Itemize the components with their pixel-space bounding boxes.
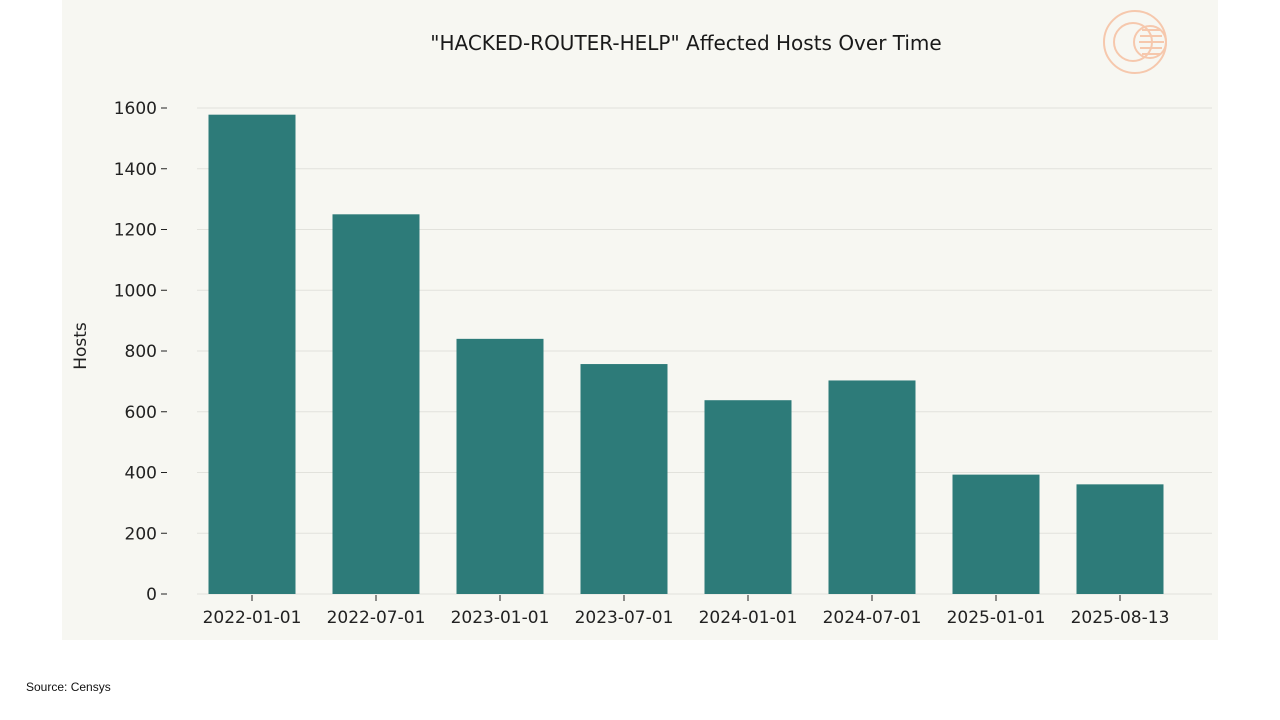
bar (580, 364, 668, 594)
y-tick-label: 400 (125, 464, 157, 484)
x-tick-label: 2023-07-01 (575, 608, 674, 628)
y-tick-label: 0 (146, 585, 157, 605)
x-tick-label: 2024-01-01 (699, 608, 798, 628)
bar (704, 400, 792, 594)
x-tick-label: 2024-07-01 (823, 608, 922, 628)
y-tick-label: 800 (125, 342, 157, 362)
gridlines (161, 107, 1212, 595)
bars (208, 114, 1164, 595)
source-note: Source: Censys (26, 680, 111, 694)
y-tick-label: 200 (125, 524, 157, 544)
chart-panel: "HACKED-ROUTER-HELP" Affected Hosts Over… (62, 0, 1218, 640)
x-tick-label: 2023-01-01 (451, 608, 550, 628)
y-tick-label: 1200 (114, 221, 157, 241)
y-tick-labels: 0 200 400 600 800 1000 1200 1400 1600 (114, 99, 157, 605)
bar (456, 338, 544, 594)
y-tick-label: 1400 (114, 160, 157, 180)
x-tick-labels: 2022-01-01 2022-07-01 2023-01-01 2023-07-01… (203, 595, 1170, 628)
bar-chart: "HACKED-ROUTER-HELP" Affected Hosts Over… (71, 10, 1212, 628)
bar (208, 114, 296, 595)
x-tick-label: 2022-07-01 (327, 608, 426, 628)
x-tick-label: 2025-01-01 (947, 608, 1046, 628)
bar (952, 474, 1040, 594)
y-tick-label: 1000 (114, 281, 157, 301)
y-tick-label: 1600 (114, 99, 157, 119)
x-tick-label: 2022-01-01 (203, 608, 302, 628)
bar (828, 380, 916, 594)
chart-title: "HACKED-ROUTER-HELP" Affected Hosts Over… (430, 31, 941, 55)
y-tick-label: 600 (125, 403, 157, 423)
x-tick-label: 2025-08-13 (1071, 608, 1170, 628)
y-axis-label: Hosts (71, 322, 91, 370)
bar (332, 214, 420, 594)
bar (1076, 484, 1164, 594)
logo-icon (1103, 10, 1167, 74)
